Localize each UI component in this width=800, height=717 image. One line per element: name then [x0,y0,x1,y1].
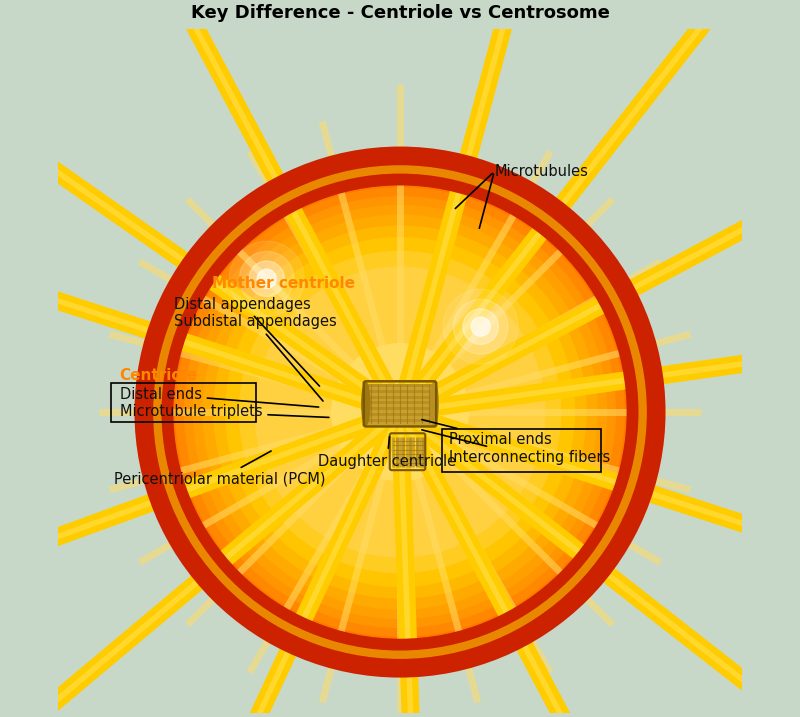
Text: Subdistal appendages: Subdistal appendages [174,314,337,401]
Circle shape [154,166,646,658]
Circle shape [239,252,561,573]
Circle shape [229,241,304,316]
Circle shape [463,309,498,344]
Text: Pericentriolar material (PCM): Pericentriolar material (PCM) [114,451,326,487]
Circle shape [203,215,597,609]
Circle shape [167,180,633,645]
Circle shape [255,267,545,557]
Text: Centriole: Centriole [120,369,198,384]
Text: Distal appendages: Distal appendages [174,297,319,386]
Text: Distal ends: Distal ends [120,386,318,407]
Ellipse shape [362,383,370,425]
Text: Daughter centriole: Daughter centriole [318,437,456,469]
Circle shape [332,343,468,480]
Circle shape [257,269,276,288]
Circle shape [443,289,518,364]
Circle shape [249,261,285,297]
Circle shape [176,188,624,636]
Circle shape [226,238,574,587]
Circle shape [239,252,294,306]
Circle shape [471,317,490,336]
Text: Mother centriole: Mother centriole [212,276,355,291]
Title: Key Difference - Centriole vs Centrosome: Key Difference - Centriole vs Centrosome [190,4,610,22]
Circle shape [454,299,508,354]
Circle shape [194,206,606,619]
Ellipse shape [430,383,438,425]
Circle shape [185,196,615,627]
Text: Interconnecting fibers: Interconnecting fibers [422,429,610,465]
Circle shape [214,226,586,598]
Text: Microtubule triplets: Microtubule triplets [120,404,329,419]
Text: Microtubules: Microtubules [494,164,588,179]
Text: Proximal ends: Proximal ends [422,419,552,447]
